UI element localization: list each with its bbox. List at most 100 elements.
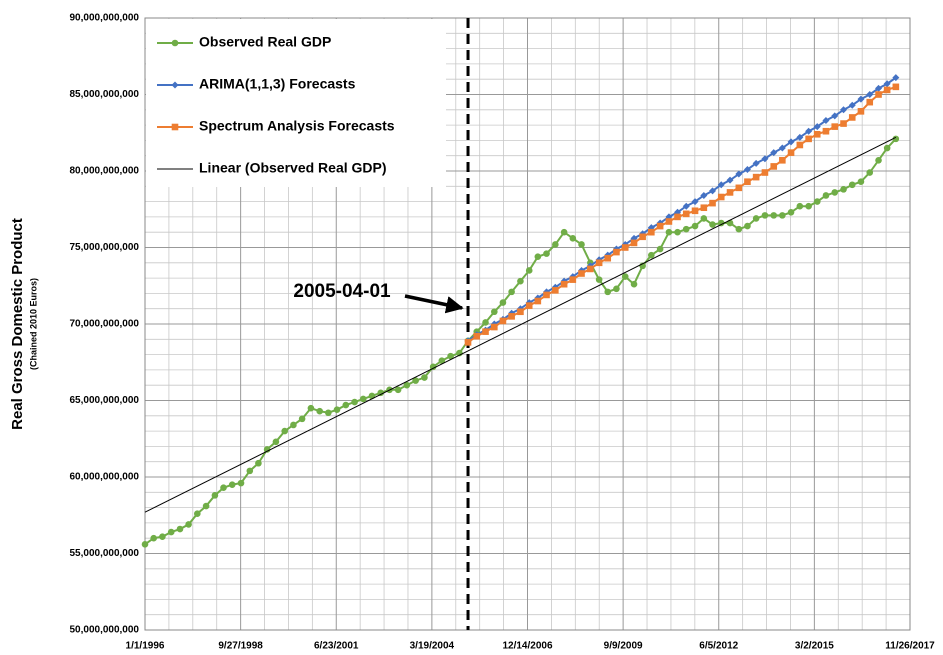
x-tick-label: 3/2/2015: [795, 641, 834, 652]
point: [359, 395, 367, 403]
point: [171, 81, 179, 89]
point: [656, 245, 664, 253]
point: [525, 267, 533, 274]
x-tick-label: 6/5/2012: [699, 641, 738, 652]
point: [569, 235, 577, 242]
point: [717, 193, 725, 201]
point: [875, 91, 882, 98]
point: [552, 241, 559, 248]
point: [176, 525, 184, 533]
point: [674, 228, 681, 236]
point: [813, 123, 821, 131]
point: [700, 191, 708, 199]
point: [648, 228, 655, 236]
y-tick-label: 70,000,000,000: [69, 319, 139, 330]
point: [787, 138, 795, 146]
point: [691, 207, 699, 215]
point: [141, 541, 149, 548]
point: [185, 521, 192, 528]
point: [840, 120, 847, 127]
point: [560, 280, 568, 288]
x-tick-label: 1/1/1996: [126, 641, 165, 652]
point: [508, 313, 515, 320]
point: [709, 221, 716, 228]
x-tick-label: 6/23/2001: [314, 641, 359, 652]
point: [499, 299, 507, 306]
legend-label: ARIMA(1,1,3) Forecasts: [199, 76, 356, 92]
point: [202, 502, 210, 510]
point: [743, 165, 751, 173]
series: [464, 83, 900, 346]
point: [316, 407, 324, 415]
point: [604, 288, 612, 296]
point: [682, 225, 690, 233]
point: [796, 141, 804, 149]
point: [770, 212, 778, 219]
point: [491, 308, 498, 316]
point: [735, 184, 743, 192]
point: [665, 228, 673, 236]
point: [412, 377, 419, 384]
point: [377, 389, 385, 397]
series: [141, 135, 900, 548]
point: [892, 83, 900, 91]
legend-label: Observed Real GDP: [199, 34, 331, 50]
point: [848, 181, 856, 189]
point: [333, 406, 341, 413]
point: [682, 210, 690, 218]
point: [171, 123, 179, 131]
x-tick-label: 9/9/2009: [604, 641, 643, 652]
point: [735, 225, 743, 233]
point: [787, 209, 795, 216]
x-tick-label: 3/19/2004: [410, 641, 455, 652]
point: [883, 80, 891, 88]
point: [875, 84, 883, 92]
point: [595, 259, 603, 267]
point: [464, 339, 472, 346]
point: [517, 277, 524, 285]
point: [883, 86, 891, 94]
point: [656, 222, 664, 230]
point: [752, 215, 760, 222]
point: [866, 98, 874, 106]
point: [298, 415, 306, 423]
annotation-arrow: [404, 294, 464, 314]
series-line: [144, 136, 897, 513]
point: [805, 202, 812, 210]
point: [595, 276, 603, 283]
point: [831, 189, 839, 196]
point: [630, 280, 638, 288]
point: [263, 446, 271, 453]
x-tick-label: 9/27/1998: [218, 641, 263, 652]
point: [421, 374, 428, 381]
point: [796, 202, 804, 210]
series: [144, 136, 897, 513]
y-tick-label: 85,000,000,000: [69, 89, 139, 100]
point: [194, 510, 201, 518]
x-tick-label: 11/26/2017: [885, 641, 935, 652]
point: [587, 265, 594, 273]
point: [691, 222, 699, 230]
y-axis-subtitle: (Chained 2010 Euros): [28, 278, 38, 370]
point: [403, 381, 411, 389]
point: [648, 251, 655, 259]
point: [822, 117, 830, 125]
point: [613, 285, 620, 293]
point: [822, 127, 830, 135]
point: [857, 108, 865, 115]
point: [875, 156, 882, 164]
point: [726, 219, 734, 227]
point: [621, 273, 629, 280]
point: [813, 198, 821, 205]
y-tick-label: 80,000,000,000: [69, 166, 139, 177]
point: [171, 39, 179, 47]
legend-box: [146, 19, 446, 187]
point: [534, 253, 542, 260]
point: [866, 169, 874, 176]
point: [866, 91, 874, 98]
point: [569, 276, 577, 283]
point: [752, 173, 760, 181]
point: [525, 302, 533, 309]
